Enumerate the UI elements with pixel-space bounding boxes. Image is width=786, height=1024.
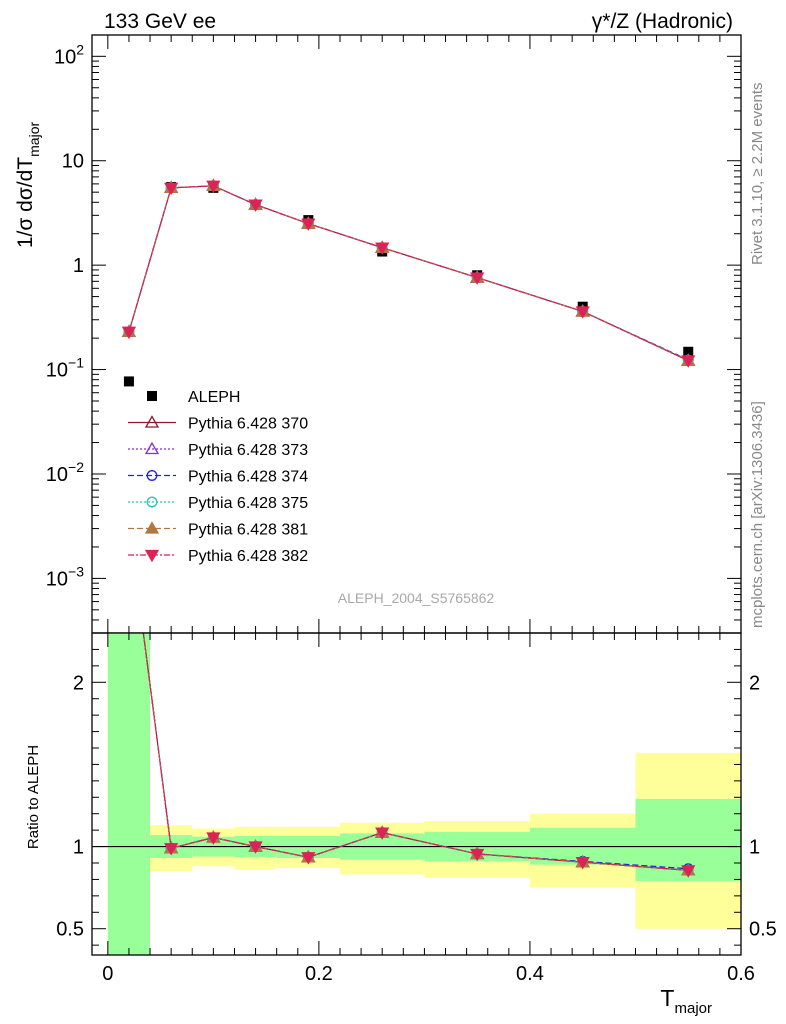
side-label-bottom: mcplots.cern.ch [arXiv:1306.3436]	[749, 401, 766, 628]
data-point	[683, 346, 694, 357]
legend-label: Pythia 6.428 381	[188, 522, 308, 539]
ratio-point	[123, 515, 135, 526]
series-line	[128, 185, 689, 361]
legend-label: ALEPH	[188, 389, 240, 406]
uncertainty-bands	[107, 633, 741, 955]
x-tick-label: 0.6	[727, 963, 755, 985]
series-point	[301, 218, 316, 231]
legend-marker	[144, 415, 160, 428]
aleph-series	[123, 182, 694, 387]
legend-marker	[146, 470, 158, 481]
ratio-point	[301, 852, 316, 865]
watermark: ALEPH_2004_S5765862	[338, 590, 495, 606]
x-axis-label: Tmajor	[660, 985, 712, 1017]
ratio-plot-panel: 0.5 0.5 1 1 2 2 0 0.2 0.4 0.6 Ratio to ALEPH Tmajor	[25, 515, 777, 1017]
legend-marker	[144, 549, 160, 563]
ratio-frame	[91, 632, 742, 956]
main-frame	[91, 34, 742, 634]
series-point	[248, 199, 263, 212]
y-tick-label: 10−3	[46, 563, 84, 590]
mc-series-group	[121, 178, 696, 368]
legend-label: Pythia 6.428 375	[188, 495, 308, 512]
ratio-point	[123, 515, 135, 526]
ratio-y-tick-label-right: 0.5	[749, 919, 777, 941]
ratio-point	[164, 843, 179, 856]
series-line	[128, 185, 689, 362]
ratio-y-axis-label: Ratio to ALEPH	[25, 745, 42, 849]
legend-marker	[147, 391, 157, 401]
legend-marker	[144, 441, 160, 455]
y-tick-label: 10−1	[46, 355, 84, 382]
y-tick-label: 102	[54, 41, 84, 68]
data-point	[123, 376, 134, 387]
legend-label: Pythia 6.428 382	[188, 548, 308, 565]
series-point	[575, 306, 590, 319]
legend-label: Pythia 6.428 373	[188, 442, 308, 459]
ratio-y-tick-label: 2	[73, 672, 84, 694]
series-point	[375, 242, 390, 255]
series-line	[128, 185, 689, 361]
ratio-point	[470, 848, 485, 862]
series-point	[681, 355, 696, 368]
x-tick-label: 0.4	[516, 963, 544, 985]
ratio-y-tick-label-right: 1	[749, 837, 760, 859]
ratio-y-tick-label: 1	[73, 837, 84, 859]
ratio-y-tick-label-right: 2	[749, 672, 760, 694]
legend-marker	[146, 496, 158, 508]
series-line	[128, 185, 689, 362]
legend: ALEPH Pythia 6.428 370 Pythia 6.428 373 Pyt…	[128, 389, 308, 565]
ratio-point	[375, 827, 390, 840]
ratio-point	[681, 865, 696, 878]
y-axis-label: 1/σ dσ/dTmajor	[14, 122, 42, 249]
series-point	[121, 326, 137, 340]
x-tick-label: 0.2	[305, 963, 333, 985]
side-label-top: Rivet 3.1.10, ≥ 2.2M events	[749, 83, 766, 266]
ratio-point	[575, 857, 590, 870]
legend-marker	[144, 521, 160, 534]
ratio-point	[248, 841, 263, 854]
series-point	[470, 272, 485, 285]
y-tick-label: 10	[62, 151, 84, 173]
header-right-title: γ*/Z (Hadronic)	[592, 10, 733, 33]
inner-band	[107, 633, 151, 955]
y-tick-label: 10−2	[46, 459, 84, 486]
ratio-point	[206, 832, 221, 845]
series-line	[128, 185, 689, 362]
ratio-point	[123, 515, 135, 526]
series-point	[206, 180, 221, 194]
y-tick-label: 1	[73, 255, 84, 277]
ratio-point	[124, 516, 134, 526]
main-plot-panel: 102 10 1 10−1 10−2 10−3 1/σ dσ/dTmajor	[14, 34, 742, 634]
ratio-point	[124, 516, 134, 526]
legend-label: Pythia 6.428 374	[188, 469, 308, 486]
series-line	[128, 185, 689, 362]
x-tick-label: 0	[102, 963, 113, 985]
legend-label: Pythia 6.428 370	[188, 416, 308, 433]
ratio-series-group	[123, 515, 696, 878]
header-left-title: 133 GeV ee	[104, 10, 216, 33]
ratio-point	[123, 517, 135, 528]
ratio-y-tick-label: 0.5	[56, 919, 84, 941]
series-point	[164, 182, 179, 196]
